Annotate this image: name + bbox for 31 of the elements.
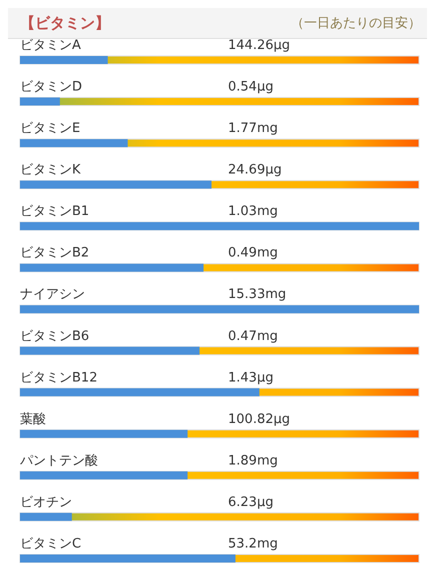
y-tick-label: ビオチン (20, 494, 72, 510)
y-tick-label: 葉酸 (20, 412, 46, 427)
annotation: 24.69μg (228, 162, 282, 178)
y-tick-label: ビタミンB2 (20, 246, 90, 261)
annotation: 1.89mg (228, 453, 278, 468)
bar (20, 98, 60, 106)
annotation: 1.43μg (228, 370, 274, 386)
annotation: 144.26μg (228, 38, 290, 53)
annotation: 53.2mg (228, 536, 278, 552)
y-tick-label: パントテン酸 (19, 453, 98, 468)
y-tick-label: ナイアシン (20, 287, 85, 302)
annotation: 6.23μg (228, 494, 274, 510)
y-tick-label: ビタミンD (20, 80, 82, 95)
chart-title: 【ビタミン】 (20, 14, 110, 32)
annotation: 15.33mg (228, 287, 286, 302)
annotation: 0.47mg (228, 328, 278, 344)
chart-subtitle: （一日あたりの目安） (291, 15, 421, 32)
y-tick-label: ビタミンE (20, 121, 80, 136)
y-tick-label: ビタミンB6 (20, 328, 90, 344)
annotation: 1.03mg (228, 204, 278, 220)
y-tick-label: ビタミンK (20, 162, 81, 178)
annotation: 100.82μg (228, 412, 290, 427)
annotation: 0.49mg (228, 246, 278, 261)
bar (20, 56, 108, 64)
y-tick-label: ビタミンB12 (20, 370, 98, 386)
y-tick-label: ビタミンC (20, 536, 82, 552)
bar (20, 512, 72, 521)
y-tick-label: ビタミンB1 (20, 204, 90, 220)
annotation: 1.77mg (228, 121, 278, 136)
annotation: 0.54μg (228, 80, 274, 95)
bar (20, 139, 128, 148)
